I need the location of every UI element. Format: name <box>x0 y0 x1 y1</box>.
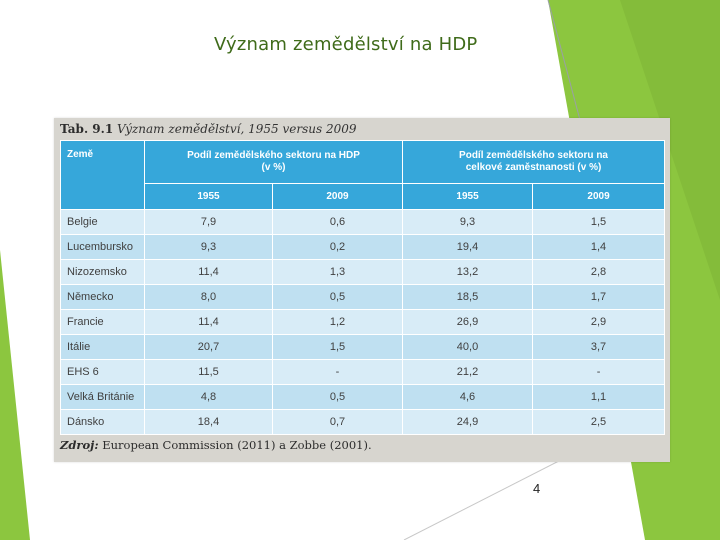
table-row: Itálie 20,7 1,5 40,0 3,7 <box>60 334 666 360</box>
header-emp-2009: 2009 <box>532 183 666 210</box>
cell-gdp-1955: 18,4 <box>144 409 273 435</box>
table-row: Velká Británie 4,8 0,5 4,6 1,1 <box>60 384 666 410</box>
cell-country: Německo <box>60 284 145 310</box>
cell-emp-2009: 3,7 <box>532 334 666 360</box>
cell-gdp-1955: 11,5 <box>144 359 273 385</box>
table-row: Dánsko 18,4 0,7 24,9 2,5 <box>60 409 666 435</box>
table-row: EHS 6 11,5 - 21,2 - <box>60 359 666 385</box>
cell-emp-1955: 26,9 <box>402 309 534 335</box>
table-row: Belgie 7,9 0,6 9,3 1,5 <box>60 209 666 235</box>
cell-gdp-2009: 1,2 <box>271 309 404 335</box>
cell-emp-1955: 24,9 <box>402 409 534 435</box>
cell-emp-2009: 1,5 <box>532 209 666 235</box>
cell-emp-1955: 4,6 <box>402 384 534 410</box>
table-row: Nizozemsko 11,4 1,3 13,2 2,8 <box>60 259 666 285</box>
right-green-shape-dark <box>620 0 720 300</box>
table-row: Německo 8,0 0,5 18,5 1,7 <box>60 284 666 310</box>
cell-emp-1955: 21,2 <box>402 359 534 385</box>
cell-country: Nizozemsko <box>60 259 145 285</box>
header-emp-1955: 1955 <box>402 183 534 210</box>
cell-gdp-1955: 8,0 <box>144 284 273 310</box>
cell-emp-2009: - <box>532 359 666 385</box>
cell-emp-2009: 1,4 <box>532 234 666 260</box>
cell-gdp-2009: - <box>271 359 404 385</box>
cell-emp-2009: 1,1 <box>532 384 666 410</box>
cell-country: Francie <box>60 309 145 335</box>
cell-emp-1955: 18,5 <box>402 284 534 310</box>
cell-country: EHS 6 <box>60 359 145 385</box>
cell-gdp-1955: 11,4 <box>144 259 273 285</box>
header-gdp-2009: 2009 <box>271 183 404 210</box>
cell-country: Velká Británie <box>60 384 145 410</box>
cell-gdp-1955: 20,7 <box>144 334 273 360</box>
cell-gdp-2009: 0,5 <box>271 284 404 310</box>
cell-gdp-2009: 0,7 <box>271 409 404 435</box>
table-image: Tab. 9.1 Význam zemědělství, 1955 versus… <box>54 118 670 462</box>
cell-country: Dánsko <box>60 409 145 435</box>
cell-gdp-2009: 1,3 <box>271 259 404 285</box>
cell-emp-1955: 13,2 <box>402 259 534 285</box>
cell-emp-2009: 1,7 <box>532 284 666 310</box>
left-green-shape <box>0 250 30 540</box>
slide-title: Význam zemědělství na HDP <box>214 34 478 55</box>
decor-line-top <box>547 0 581 121</box>
page-number: 4 <box>533 481 541 496</box>
cell-emp-1955: 9,3 <box>402 209 534 235</box>
header-employment: Podíl zemědělského sektoru na celkové za… <box>402 139 666 185</box>
table-caption: Tab. 9.1 Význam zemědělství, 1955 versus… <box>60 122 357 136</box>
cell-country: Lucembursko <box>60 234 145 260</box>
cell-gdp-1955: 4,8 <box>144 384 273 410</box>
cell-emp-2009: 2,9 <box>532 309 666 335</box>
cell-gdp-1955: 11,4 <box>144 309 273 335</box>
caption-text: Význam zemědělství, 1955 versus 2009 <box>117 122 357 136</box>
cell-gdp-2009: 0,5 <box>271 384 404 410</box>
cell-emp-2009: 2,5 <box>532 409 666 435</box>
cell-gdp-1955: 7,9 <box>144 209 273 235</box>
table-row: Lucembursko 9,3 0,2 19,4 1,4 <box>60 234 666 260</box>
header-gdp: Podíl zemědělského sektoru na HDP (v %) <box>143 139 404 185</box>
table-row: Francie 11,4 1,2 26,9 2,9 <box>60 309 666 335</box>
source-text: European Commission (2011) a Zobbe (2001… <box>102 438 372 452</box>
source-label: Zdroj: <box>60 438 99 452</box>
table-source: Zdroj: European Commission (2011) a Zobb… <box>60 438 372 452</box>
cell-gdp-1955: 9,3 <box>144 234 273 260</box>
cell-gdp-2009: 0,2 <box>271 234 404 260</box>
header-country: Země <box>60 140 145 210</box>
caption-label: Tab. 9.1 <box>60 122 114 136</box>
cell-country: Itálie <box>60 334 145 360</box>
cell-gdp-2009: 0,6 <box>271 209 404 235</box>
header-gdp-1955: 1955 <box>144 183 273 210</box>
cell-emp-2009: 2,8 <box>532 259 666 285</box>
agriculture-table: Země Podíl zemědělského sektoru na HDP (… <box>60 139 666 435</box>
cell-country: Belgie <box>60 209 145 235</box>
cell-gdp-2009: 1,5 <box>271 334 404 360</box>
cell-emp-1955: 40,0 <box>402 334 534 360</box>
cell-emp-1955: 19,4 <box>402 234 534 260</box>
